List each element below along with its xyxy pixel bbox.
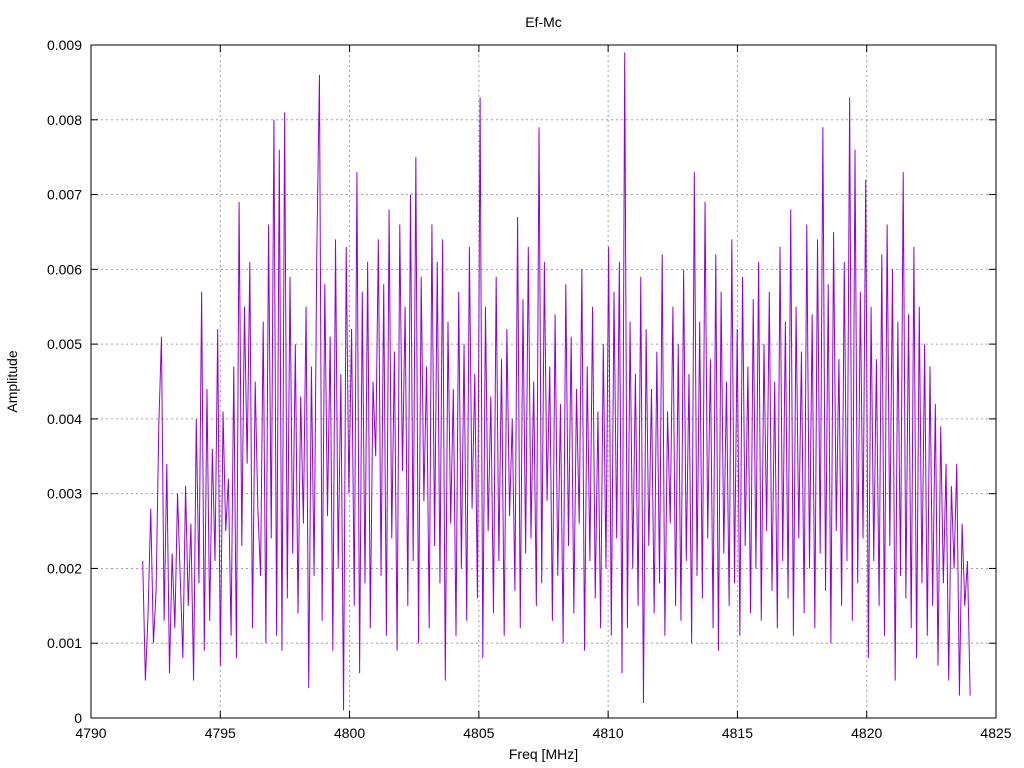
x-tick-label: 4820 — [851, 725, 882, 741]
y-tick-labels: 0 0.001 0.002 0.003 0.004 0.005 0.006 0.007 0.00… — [47, 37, 82, 726]
y-tick-label: 0.006 — [47, 261, 82, 277]
y-tick-label: 0 — [74, 710, 82, 726]
tick-marks — [90, 44, 997, 719]
y-tick-label: 0.001 — [47, 635, 82, 651]
y-tick-label: 0.005 — [47, 336, 82, 352]
x-tick-label: 4800 — [334, 725, 365, 741]
y-tick-label: 0.008 — [47, 112, 82, 128]
plot-frame — [90, 44, 997, 719]
x-tick-label: 4810 — [593, 725, 624, 741]
x-tick-label: 4805 — [463, 725, 494, 741]
x-tick-label: 4790 — [75, 725, 106, 741]
chart-title: Ef-Mc — [525, 14, 562, 30]
x-tick-label: 4825 — [980, 725, 1011, 741]
grid — [91, 45, 996, 718]
y-tick-label: 0.007 — [47, 187, 82, 203]
x-axis-label: Freq [MHz] — [509, 746, 578, 762]
y-axis-label: Amplitude — [4, 350, 20, 412]
y-tick-label: 0.003 — [47, 486, 82, 502]
y-tick-label: 0.002 — [47, 560, 82, 576]
series-layer — [142, 52, 971, 711]
x-tick-labels: 4790 4795 4800 4805 4810 4815 4820 4825 — [75, 725, 1011, 741]
y-tick-label: 0.009 — [47, 37, 82, 53]
y-tick-label: 0.004 — [47, 411, 82, 427]
series-line — [142, 52, 971, 711]
x-tick-label: 4815 — [722, 725, 753, 741]
x-tick-label: 4795 — [205, 725, 236, 741]
